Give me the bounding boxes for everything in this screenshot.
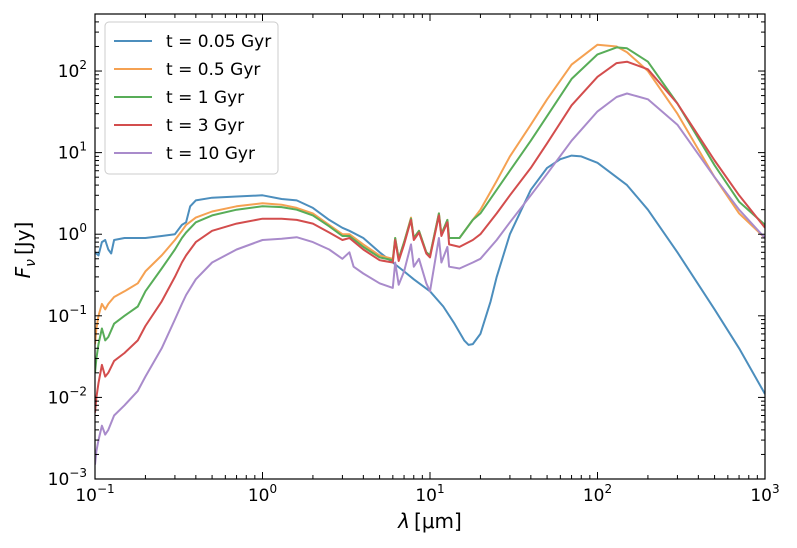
legend-label: t = 0.5 Gyr — [166, 60, 260, 80]
x-axis-label: λ [μm] — [397, 509, 462, 533]
legend-item-2[interactable]: t = 0.5 Gyr — [114, 60, 260, 80]
y-axis-label: Fν[Jy] — [11, 222, 39, 279]
axis-tick-labels: 10−1 100 101 102 103 10−3 10−2 10−1 100 101 102 — [48, 58, 780, 506]
series-line-4 — [95, 60, 765, 413]
y-tick-label: 10−1 — [48, 303, 87, 327]
plot-lines — [95, 43, 765, 465]
legend-label: t = 10 Gyr — [166, 144, 255, 164]
series-line-1 — [95, 154, 765, 395]
legend-item-4[interactable]: t = 3 Gyr — [114, 116, 244, 136]
y-tick-label: 10−3 — [48, 466, 87, 490]
series-line-3 — [95, 46, 765, 373]
legend[interactable]: t = 0.05 Gyr t = 0.5 Gyr t = 1 Gyr t = 3 Gy… — [104, 21, 279, 175]
legend-box — [104, 21, 279, 175]
y-tick-label: 101 — [58, 140, 87, 164]
x-tick-label: 10−1 — [75, 482, 114, 506]
legend-item-3[interactable]: t = 1 Gyr — [114, 88, 244, 108]
axis-ticks — [94, 13, 766, 480]
y-tick-label: 10−2 — [48, 384, 87, 408]
legend-label: t = 0.05 Gyr — [166, 32, 271, 52]
x-tick-label: 101 — [415, 482, 444, 506]
legend-item-1[interactable]: t = 0.05 Gyr — [114, 32, 271, 52]
legend-label: t = 1 Gyr — [166, 88, 244, 108]
y-tick-label: 100 — [58, 221, 87, 245]
y-tick-label: 102 — [58, 58, 87, 82]
x-tick-label: 100 — [248, 482, 277, 506]
x-tick-label: 102 — [583, 482, 612, 506]
x-tick-label: 103 — [750, 482, 779, 506]
legend-label: t = 3 Gyr — [166, 116, 244, 136]
legend-item-5[interactable]: t = 10 Gyr — [114, 144, 255, 164]
series-line-5 — [95, 92, 765, 465]
